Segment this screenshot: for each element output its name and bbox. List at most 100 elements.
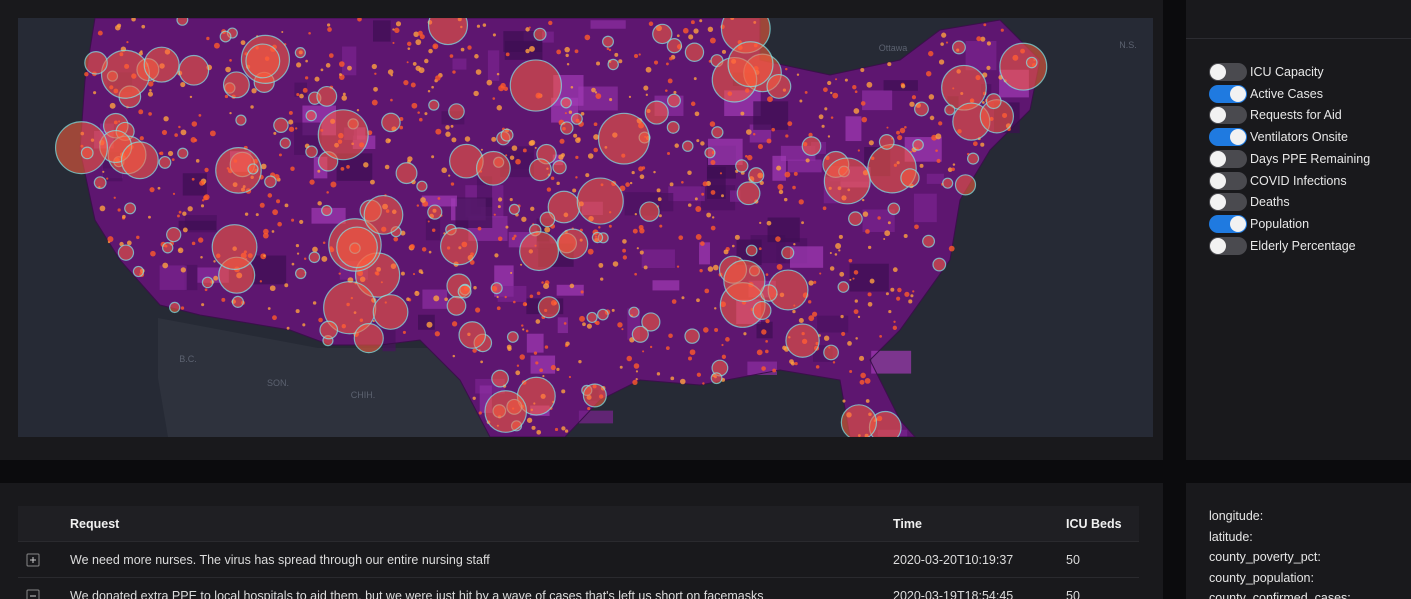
dot xyxy=(860,101,866,106)
dot xyxy=(295,309,300,314)
dot xyxy=(519,354,525,360)
layer-toggle[interactable]: Days PPE Remaining xyxy=(1209,149,1370,169)
table-cell: 50 xyxy=(1066,577,1139,599)
dot xyxy=(513,234,517,238)
bubble xyxy=(745,244,758,257)
toggle-switch[interactable] xyxy=(1209,84,1247,103)
dot xyxy=(849,278,852,281)
dot xyxy=(696,139,700,143)
dot xyxy=(213,260,216,263)
bubble xyxy=(967,152,980,165)
dot xyxy=(858,355,865,362)
dot xyxy=(472,396,476,400)
dot xyxy=(860,372,866,379)
county xyxy=(926,173,944,184)
dot xyxy=(507,346,512,351)
expand-toggle[interactable] xyxy=(18,553,48,567)
county xyxy=(668,186,705,202)
dot xyxy=(591,87,596,93)
layer-toggle[interactable]: COVID Infections xyxy=(1209,171,1347,191)
dot xyxy=(340,166,345,171)
dot xyxy=(556,367,560,371)
toggle-switch[interactable] xyxy=(1209,149,1247,168)
dot xyxy=(272,209,279,216)
us-border xyxy=(79,18,1041,437)
dot xyxy=(703,327,709,333)
dot xyxy=(327,27,332,32)
dot xyxy=(406,61,409,64)
toggle-switch[interactable] xyxy=(1209,214,1247,233)
dot xyxy=(267,193,273,198)
dot xyxy=(823,87,828,93)
dot xyxy=(357,18,362,22)
bubble xyxy=(582,383,607,408)
dot xyxy=(536,291,541,296)
dot xyxy=(550,176,555,180)
dot xyxy=(525,27,530,32)
dot xyxy=(259,280,263,283)
expander-header xyxy=(18,506,70,542)
layer-toggle[interactable]: ICU Capacity xyxy=(1209,62,1324,82)
bubble xyxy=(132,265,145,278)
dot xyxy=(431,228,436,232)
map[interactable]: B.C. SON. CHIH. Ottawa N.S. xyxy=(18,18,1153,437)
dot xyxy=(952,163,956,166)
toggle-switch[interactable] xyxy=(1209,63,1247,81)
layer-toggle[interactable]: Ventilators Onsite xyxy=(1209,127,1348,147)
toggle-switch[interactable] xyxy=(1209,128,1247,147)
bubble xyxy=(1025,56,1038,69)
table-cell: 2020-03-19T18:54:45 xyxy=(893,577,1066,599)
dot xyxy=(653,60,659,65)
dot xyxy=(400,271,405,276)
dot xyxy=(834,253,838,256)
dot xyxy=(303,257,307,260)
bubble xyxy=(682,140,694,152)
dot xyxy=(758,247,762,251)
dot xyxy=(522,148,527,153)
dot xyxy=(830,116,834,119)
toggle-switch[interactable] xyxy=(1209,193,1247,212)
dot xyxy=(475,69,482,75)
dot xyxy=(643,265,648,270)
dot xyxy=(596,61,601,66)
dot xyxy=(658,214,662,218)
dot xyxy=(710,160,716,166)
dot xyxy=(515,158,521,165)
dot xyxy=(635,377,638,381)
dot xyxy=(808,300,812,304)
dot xyxy=(761,366,766,371)
dot xyxy=(841,331,846,336)
dot xyxy=(857,315,861,319)
dot xyxy=(448,174,451,177)
expand-toggle[interactable] xyxy=(18,589,48,599)
dot xyxy=(714,328,719,333)
dot xyxy=(503,86,509,91)
bubble xyxy=(900,168,920,188)
detail-field: county_population: xyxy=(1209,570,1314,585)
dot xyxy=(418,67,425,74)
dot xyxy=(614,52,619,57)
table-row: We need more nurses. The virus has sprea… xyxy=(18,541,1139,578)
county xyxy=(590,20,626,29)
layer-toggle[interactable]: Requests for Aid xyxy=(1209,105,1342,125)
dot xyxy=(136,235,140,240)
layer-toggle[interactable]: Population xyxy=(1209,214,1309,234)
dot xyxy=(515,370,521,376)
layer-toggle[interactable]: Deaths xyxy=(1209,192,1290,212)
layer-toggle[interactable]: Active Cases xyxy=(1209,84,1323,104)
bubble xyxy=(294,267,307,280)
bubble xyxy=(176,18,189,26)
bubble xyxy=(490,282,503,295)
dot xyxy=(494,253,499,258)
dot xyxy=(213,42,220,49)
dot xyxy=(206,36,210,41)
layer-panel: ICU Capacity Active Cases Requests for Aid… xyxy=(1186,0,1411,460)
dot xyxy=(304,76,309,80)
county xyxy=(182,173,207,196)
dot xyxy=(801,221,804,225)
toggle-switch[interactable] xyxy=(1209,236,1247,255)
toggle-switch[interactable] xyxy=(1209,106,1247,125)
bubble xyxy=(586,311,598,324)
toggle-switch[interactable] xyxy=(1209,171,1247,190)
layer-toggle[interactable]: Elderly Percentage xyxy=(1209,236,1356,256)
